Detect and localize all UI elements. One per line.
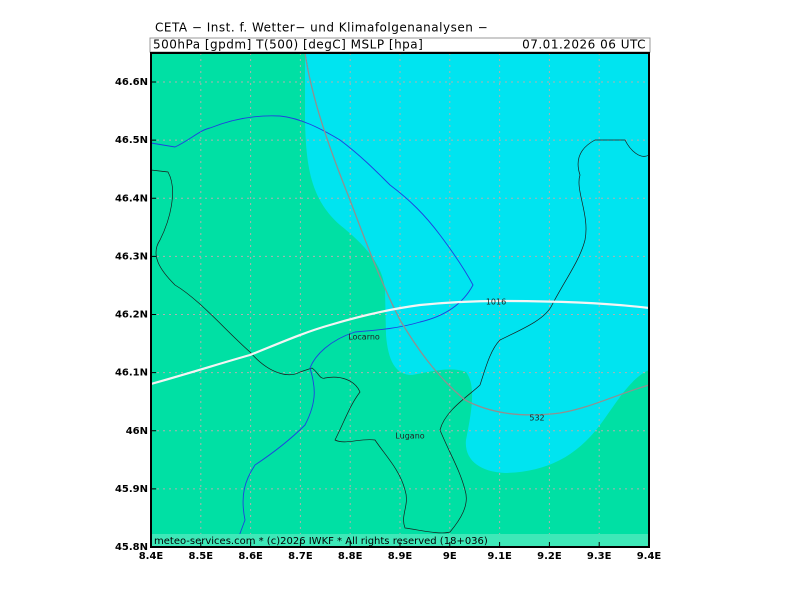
x-tick-label: 8.4E bbox=[139, 551, 164, 562]
x-tick-label: 9.3E bbox=[587, 551, 612, 562]
geopotential-label: 532 bbox=[529, 414, 544, 423]
y-tick-label: 45.9N bbox=[115, 484, 148, 495]
footer: meteo-services.com * (c)2026 IWKF * All … bbox=[154, 536, 488, 547]
x-tick-label: 8.5E bbox=[189, 551, 214, 562]
y-tick-label: 46.5N bbox=[115, 135, 148, 146]
y-tick-label: 46.3N bbox=[115, 251, 148, 262]
x-tick-label: 8.9E bbox=[388, 551, 413, 562]
x-tick-label: 9.1E bbox=[487, 551, 512, 562]
isobar bbox=[150, 299, 650, 386]
y-tick-label: 45.8N bbox=[115, 542, 148, 553]
x-tick-label: 8.7E bbox=[288, 551, 313, 562]
cold-region bbox=[305, 53, 649, 473]
isobar-label: 1016 bbox=[486, 298, 506, 307]
y-tick-label: 46.4N bbox=[115, 193, 148, 204]
city-label: Lugano bbox=[395, 432, 424, 441]
x-tick-label: 8.8E bbox=[338, 551, 363, 562]
x-tick-label: 9E bbox=[443, 551, 457, 562]
header-fields: 500hPa [gpdm] T(500) [degC] MSLP [hpa] bbox=[153, 38, 423, 52]
x-tick-label: 9.2E bbox=[537, 551, 562, 562]
y-tick-label: 46N bbox=[126, 426, 148, 437]
x-tick-label: 9.4E bbox=[637, 551, 662, 562]
lake-contour bbox=[150, 115, 474, 548]
map: 1016 532 Locarno Lugano meteo-services.c… bbox=[150, 52, 650, 548]
axis-ticks: 8.4E 8.5E 8.6E 8.7E 8.8E 8.9E 9E 9.1E 9.2E 9.3E 9.… bbox=[115, 77, 661, 562]
grid bbox=[151, 53, 649, 547]
geopotential-contour bbox=[304, 52, 650, 416]
x-tick-label: 8.6E bbox=[238, 551, 263, 562]
city-label: Locarno bbox=[348, 333, 380, 342]
y-tick-label: 46.1N bbox=[115, 368, 148, 379]
header-time: 07.01.2026 06 UTC bbox=[522, 38, 646, 52]
y-tick-label: 46.2N bbox=[115, 310, 148, 321]
header-title: CETA − Inst. f. Wetter− und Klimafolgena… bbox=[155, 21, 488, 35]
y-tick-label: 46.6N bbox=[115, 77, 148, 88]
footer-strip bbox=[151, 534, 649, 547]
